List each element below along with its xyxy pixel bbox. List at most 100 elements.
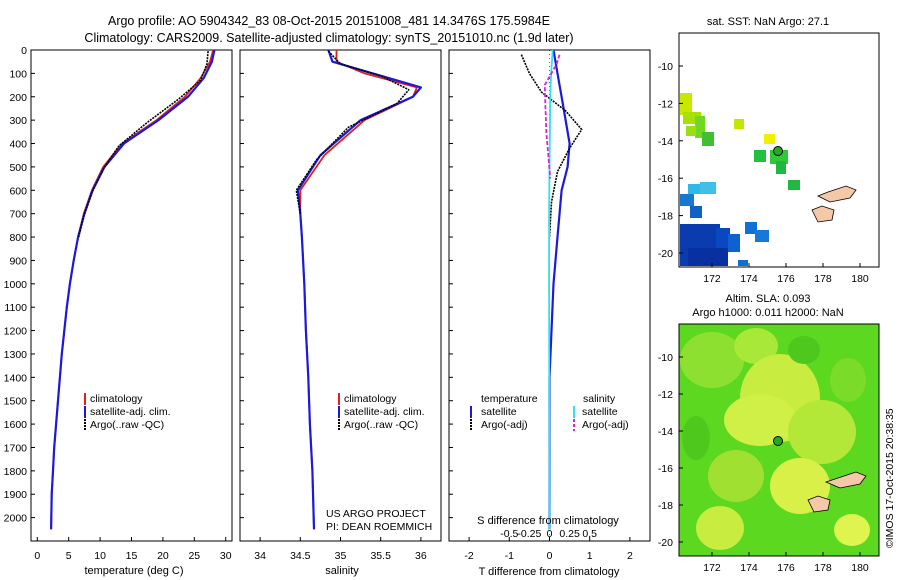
- sla-land-fiji-south: [807, 495, 831, 513]
- x-tick-label: 5: [66, 550, 72, 562]
- s-diff-tick-label: -0.5: [500, 528, 518, 540]
- temperature-legend: climatology satellite-adj. clim. Argo(..…: [84, 393, 171, 431]
- title-line-2: Climatology: CARS2009. Satellite-adjuste…: [84, 31, 573, 45]
- legend-label: climatology: [90, 393, 143, 405]
- depth-tick-label: 2000: [4, 513, 28, 525]
- series-line-argo-raw-qc-: [77, 51, 209, 238]
- s-diff-tick-label: 0.5: [582, 528, 597, 540]
- sla-land-fiji-north: [824, 471, 867, 489]
- sla-lon-tick: 174: [740, 562, 758, 574]
- legend-label: Argo(-adj): [481, 419, 528, 431]
- sla-map: [678, 323, 880, 557]
- series-line-salinity-satellite: [548, 49, 554, 530]
- series-line-satellite-adj-clim-: [50, 49, 216, 530]
- depth-tick-label: 800: [9, 232, 27, 244]
- depth-tick-label: 300: [9, 115, 27, 127]
- argo-location-marker: [773, 146, 783, 156]
- x-tick-label: 34: [254, 550, 266, 562]
- depth-tick-label: 1400: [4, 372, 28, 384]
- depth-tick-label: 1000: [4, 279, 28, 291]
- sst-lat-tick: -18: [658, 211, 673, 223]
- s-diff-tick-label: 0.25: [559, 528, 580, 540]
- sst-land-fiji-north: [817, 185, 857, 203]
- depth-tick-label: 1200: [4, 326, 28, 338]
- depth-tick-label: 1900: [4, 489, 28, 501]
- sla-lon-tick: 176: [777, 562, 795, 574]
- series-line-salinity-argo-adj-: [543, 54, 561, 179]
- series-line-temperature-argo-adj-: [520, 54, 583, 238]
- legend-title-salinity: salinity: [583, 393, 616, 405]
- sst-lat-tick: -20: [658, 248, 673, 260]
- legend-label: Argo(-adj): [582, 419, 629, 431]
- x-tick-label: 30: [220, 550, 232, 562]
- difference-legend: temperature salinity satellite Argo(-adj…: [470, 393, 629, 431]
- depth-tick-label: 0: [21, 45, 27, 57]
- sst-lat-tick: -12: [658, 98, 673, 110]
- legend-label: satellite: [582, 406, 618, 418]
- legend-title-temperature: temperature: [481, 393, 538, 405]
- x-tick-label: 10: [94, 550, 106, 562]
- salinity-plot: 34 34.5 35 35.5 36: [254, 49, 427, 562]
- sla-map-title-1: Altim. SLA: 0.093: [726, 293, 811, 305]
- sla-lon-tick: 178: [814, 562, 832, 574]
- series-line-satellite-adj-clim-: [296, 49, 422, 530]
- depth-tick-label: 900: [9, 255, 27, 267]
- x-tick-label: 35: [335, 550, 347, 562]
- legend-label: Argo(..raw -QC): [90, 419, 164, 431]
- legend-label: climatology: [344, 393, 397, 405]
- argo-location-marker-sla: [773, 436, 783, 446]
- x-tick-label: 2: [627, 550, 633, 562]
- sst-lon-tick: 174: [740, 273, 758, 285]
- sla-lat-tick: -10: [658, 352, 673, 364]
- sst-land-fiji-south: [811, 205, 835, 223]
- s-diff-tick-label: -0.25: [517, 528, 541, 540]
- x-tick-label: 0: [547, 550, 553, 562]
- series-line-climatology: [50, 49, 215, 530]
- project-name: US ARGO PROJECT: [326, 508, 426, 520]
- legend-label: Argo(..raw -QC): [344, 419, 418, 431]
- sst-map: [678, 32, 880, 268]
- project-pi: PI: DEAN ROEMMICH: [326, 521, 432, 533]
- sla-lon-tick: 172: [703, 562, 721, 574]
- depth-tick-label: 1700: [4, 442, 28, 454]
- x-tick-label: 36: [415, 550, 427, 562]
- legend-label: satellite: [481, 406, 517, 418]
- depth-tick-label: 1500: [4, 396, 28, 408]
- x-tick-label: 20: [157, 550, 169, 562]
- s-diff-xlabel: S difference from climatology: [477, 515, 619, 527]
- sst-lon-tick: 172: [703, 273, 721, 285]
- sla-lat-tick: -18: [658, 500, 673, 512]
- t-diff-xlabel: T difference from climatology: [479, 566, 620, 578]
- sla-lat-tick: -16: [658, 463, 673, 475]
- depth-tick-label: 1300: [4, 349, 28, 361]
- sla-map-ticks: -10 -12 -14 -16 -18 -20 172 174 176 178 180: [658, 352, 869, 574]
- x-tick-label: 1: [587, 550, 593, 562]
- depth-tick-label: 200: [9, 92, 27, 104]
- x-tick-label: 25: [188, 550, 200, 562]
- sst-map-title: sat. SST: NaN Argo: 27.1: [707, 16, 829, 28]
- depth-tick-label: 500: [9, 162, 27, 174]
- imos-watermark: ©IMOS 17-Oct-2015 20:38:35: [884, 408, 896, 548]
- salinity-panel: [239, 49, 442, 542]
- depth-tick-label: 600: [9, 185, 27, 197]
- temperature-plot: 0 5 10 15 20 25 30: [34, 49, 232, 562]
- depth-tick-label: 1600: [4, 419, 28, 431]
- depth-tick-label: 1100: [4, 302, 27, 314]
- legend-label: satellite-adj. clim.: [344, 406, 425, 418]
- x-tick-label: 15: [126, 550, 138, 562]
- depth-axis: 0 100 200 300 400 500 600 700 800 900 1000 1100 1200…: [4, 45, 453, 525]
- sla-lon-tick: 180: [851, 562, 869, 574]
- x-tick-label: 35.5: [370, 550, 391, 562]
- sla-lat-tick: -12: [658, 389, 673, 401]
- x-tick-label: 0: [34, 550, 40, 562]
- sla-lat-tick: -14: [658, 426, 673, 438]
- title-line-1: Argo profile: AO 5904342_83 08-Oct-2015 …: [108, 14, 550, 28]
- salinity-legend: climatology satellite-adj. clim. Argo(..…: [338, 393, 425, 431]
- sst-map-ticks: -10 -12 -14 -16 -18 -20 172 174 176 178 180: [658, 61, 869, 285]
- depth-tick-label: 400: [9, 139, 27, 151]
- sst-lat-tick: -14: [658, 136, 673, 148]
- x-tick-label: -1: [505, 550, 514, 562]
- temperature-panel: [30, 49, 233, 542]
- depth-tick-label: 100: [9, 68, 27, 80]
